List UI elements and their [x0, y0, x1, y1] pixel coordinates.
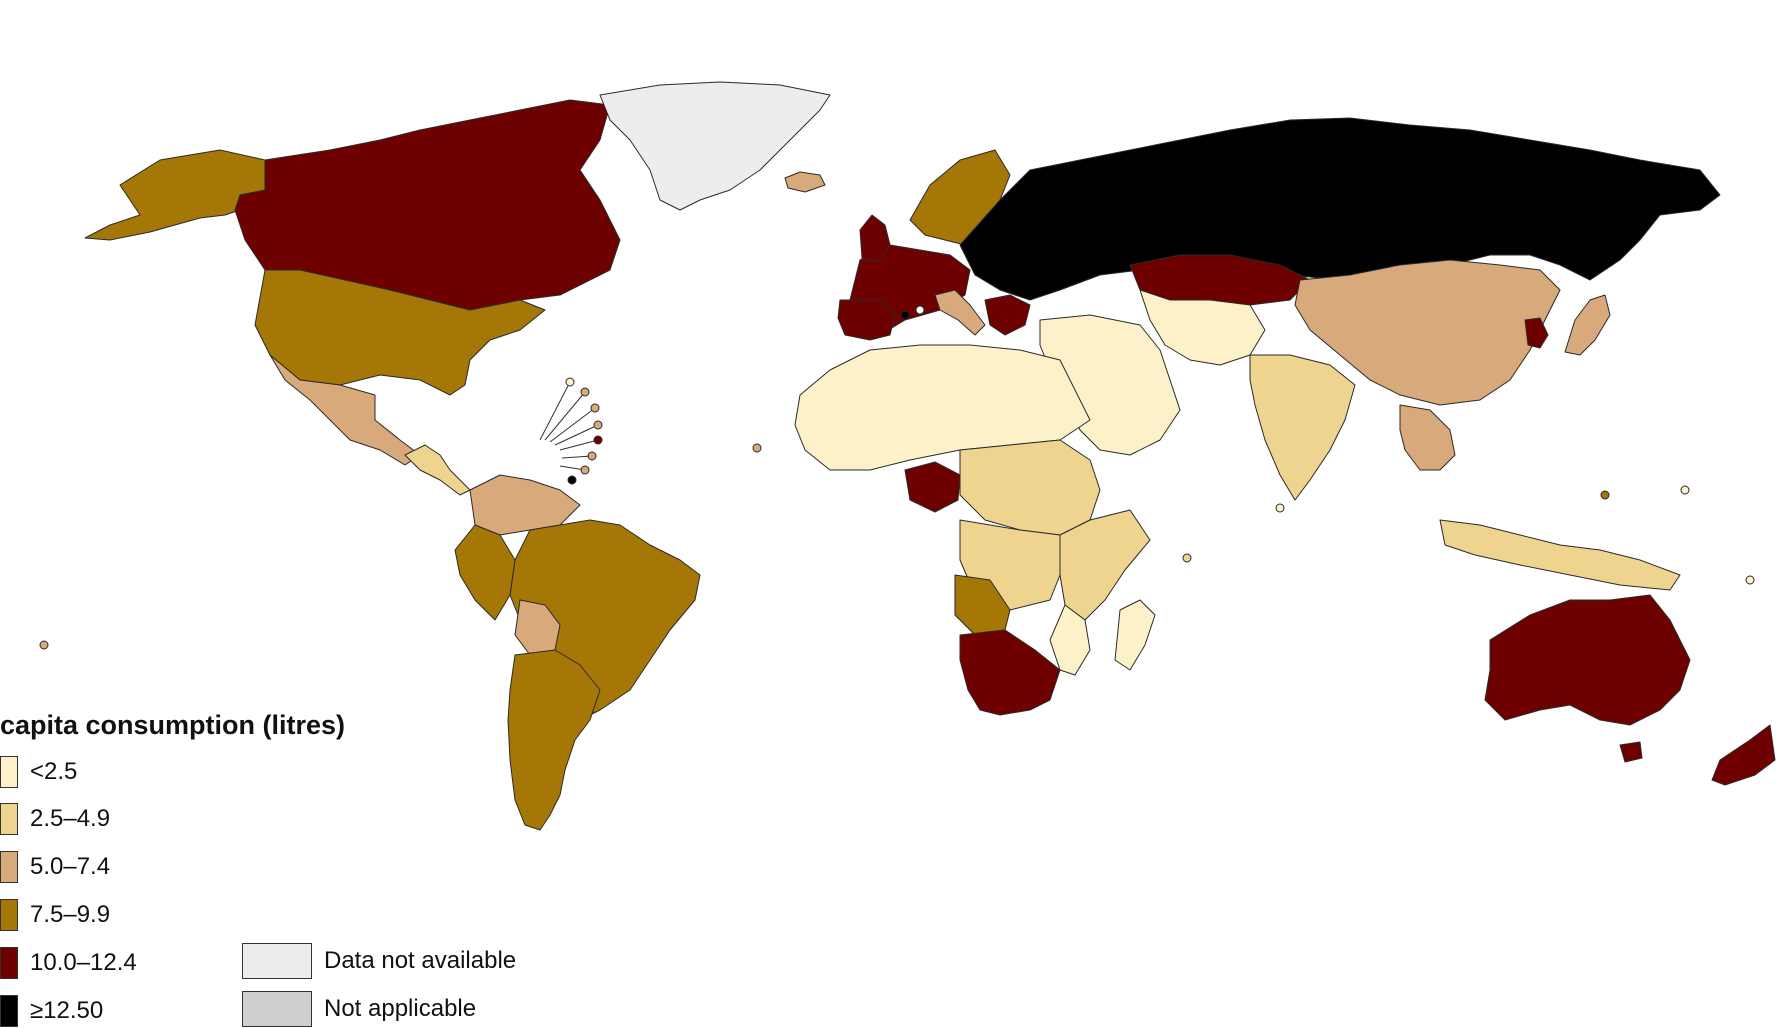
legend-swatch: [242, 943, 312, 979]
legend-label: 5.0–7.4: [30, 853, 111, 880]
legend-item: 5.0–7.4: [0, 850, 110, 884]
legend-label: ≥12.50: [30, 997, 104, 1024]
legend-item: Not applicable: [242, 991, 477, 1027]
legend-title: capita consumption (litres): [0, 710, 346, 740]
india-region: [1249, 354, 1356, 501]
legend-label: 2.5–4.9: [30, 805, 111, 832]
italy-region: [934, 289, 986, 336]
island-dot: [1275, 503, 1285, 513]
balkans-region: [984, 294, 1031, 336]
nigeria-region: [904, 461, 961, 513]
madagascar-region: [1114, 599, 1156, 671]
sahel-region: [959, 439, 1101, 536]
island-dot: [1680, 485, 1690, 495]
legend-item: Data not available: [242, 943, 517, 979]
island-dot: [590, 403, 600, 413]
korea-region: [1524, 317, 1549, 349]
legend-label: 10.0–12.4: [30, 949, 137, 976]
island-dot: [567, 475, 577, 485]
canada-region: [234, 99, 621, 311]
legend-item: 10.0–12.4: [0, 946, 137, 980]
caribbean-callouts: [539, 381, 599, 471]
legend-item: 7.5–9.9: [0, 898, 110, 932]
world-map: [39, 81, 1776, 831]
legend-label: 7.5–9.9: [30, 901, 111, 928]
australia-region: [1484, 594, 1691, 726]
island-dot: [900, 310, 910, 320]
island-dot: [593, 420, 603, 430]
island-dot: [580, 465, 590, 475]
island-dot: [752, 443, 762, 453]
legend-label: Data not available: [324, 947, 517, 974]
legend-label: Not applicable: [324, 995, 477, 1022]
japan-region: [1564, 294, 1611, 356]
island-dot: [1600, 490, 1610, 500]
east-africa-region: [1059, 509, 1151, 621]
island-dot: [593, 435, 603, 445]
southern-africa-region: [959, 629, 1061, 716]
iceland-region: [784, 171, 826, 193]
legend-swatch: [0, 899, 18, 931]
china-region: [1294, 259, 1561, 406]
island-dot: [565, 377, 575, 387]
legend-swatch: [0, 803, 18, 835]
russia-region: [959, 117, 1721, 301]
legend-swatch: [0, 756, 18, 788]
legend-swatch: [0, 851, 18, 883]
island-dot: [587, 451, 597, 461]
southeast-asia-region: [1399, 404, 1456, 471]
island-dot: [580, 387, 590, 397]
alaska-region: [84, 149, 266, 241]
north-africa-region: [794, 344, 1091, 471]
legend-swatch: [0, 947, 18, 979]
legend-item: <2.5: [0, 755, 77, 789]
greenland-region: [599, 81, 831, 211]
legend-item: 2.5–4.9: [0, 802, 110, 836]
legend-label: <2.5: [30, 758, 78, 785]
island-dot: [1182, 553, 1192, 563]
uk-region: [859, 214, 891, 263]
mozambique-region: [1049, 604, 1091, 676]
legend-item: ≥12.50: [0, 994, 103, 1028]
iberia-region: [837, 299, 896, 341]
tasmania-region: [1619, 741, 1643, 763]
peru-region: [454, 524, 516, 621]
legend-swatch: [242, 991, 312, 1027]
island-dot: [915, 305, 925, 315]
indonesia-region: [1439, 519, 1681, 591]
island-dot: [1745, 575, 1755, 585]
argentina-chile-region: [507, 649, 601, 831]
central-america-region: [404, 444, 471, 496]
island-dot: [39, 640, 49, 650]
new-zealand-region: [1711, 724, 1776, 786]
